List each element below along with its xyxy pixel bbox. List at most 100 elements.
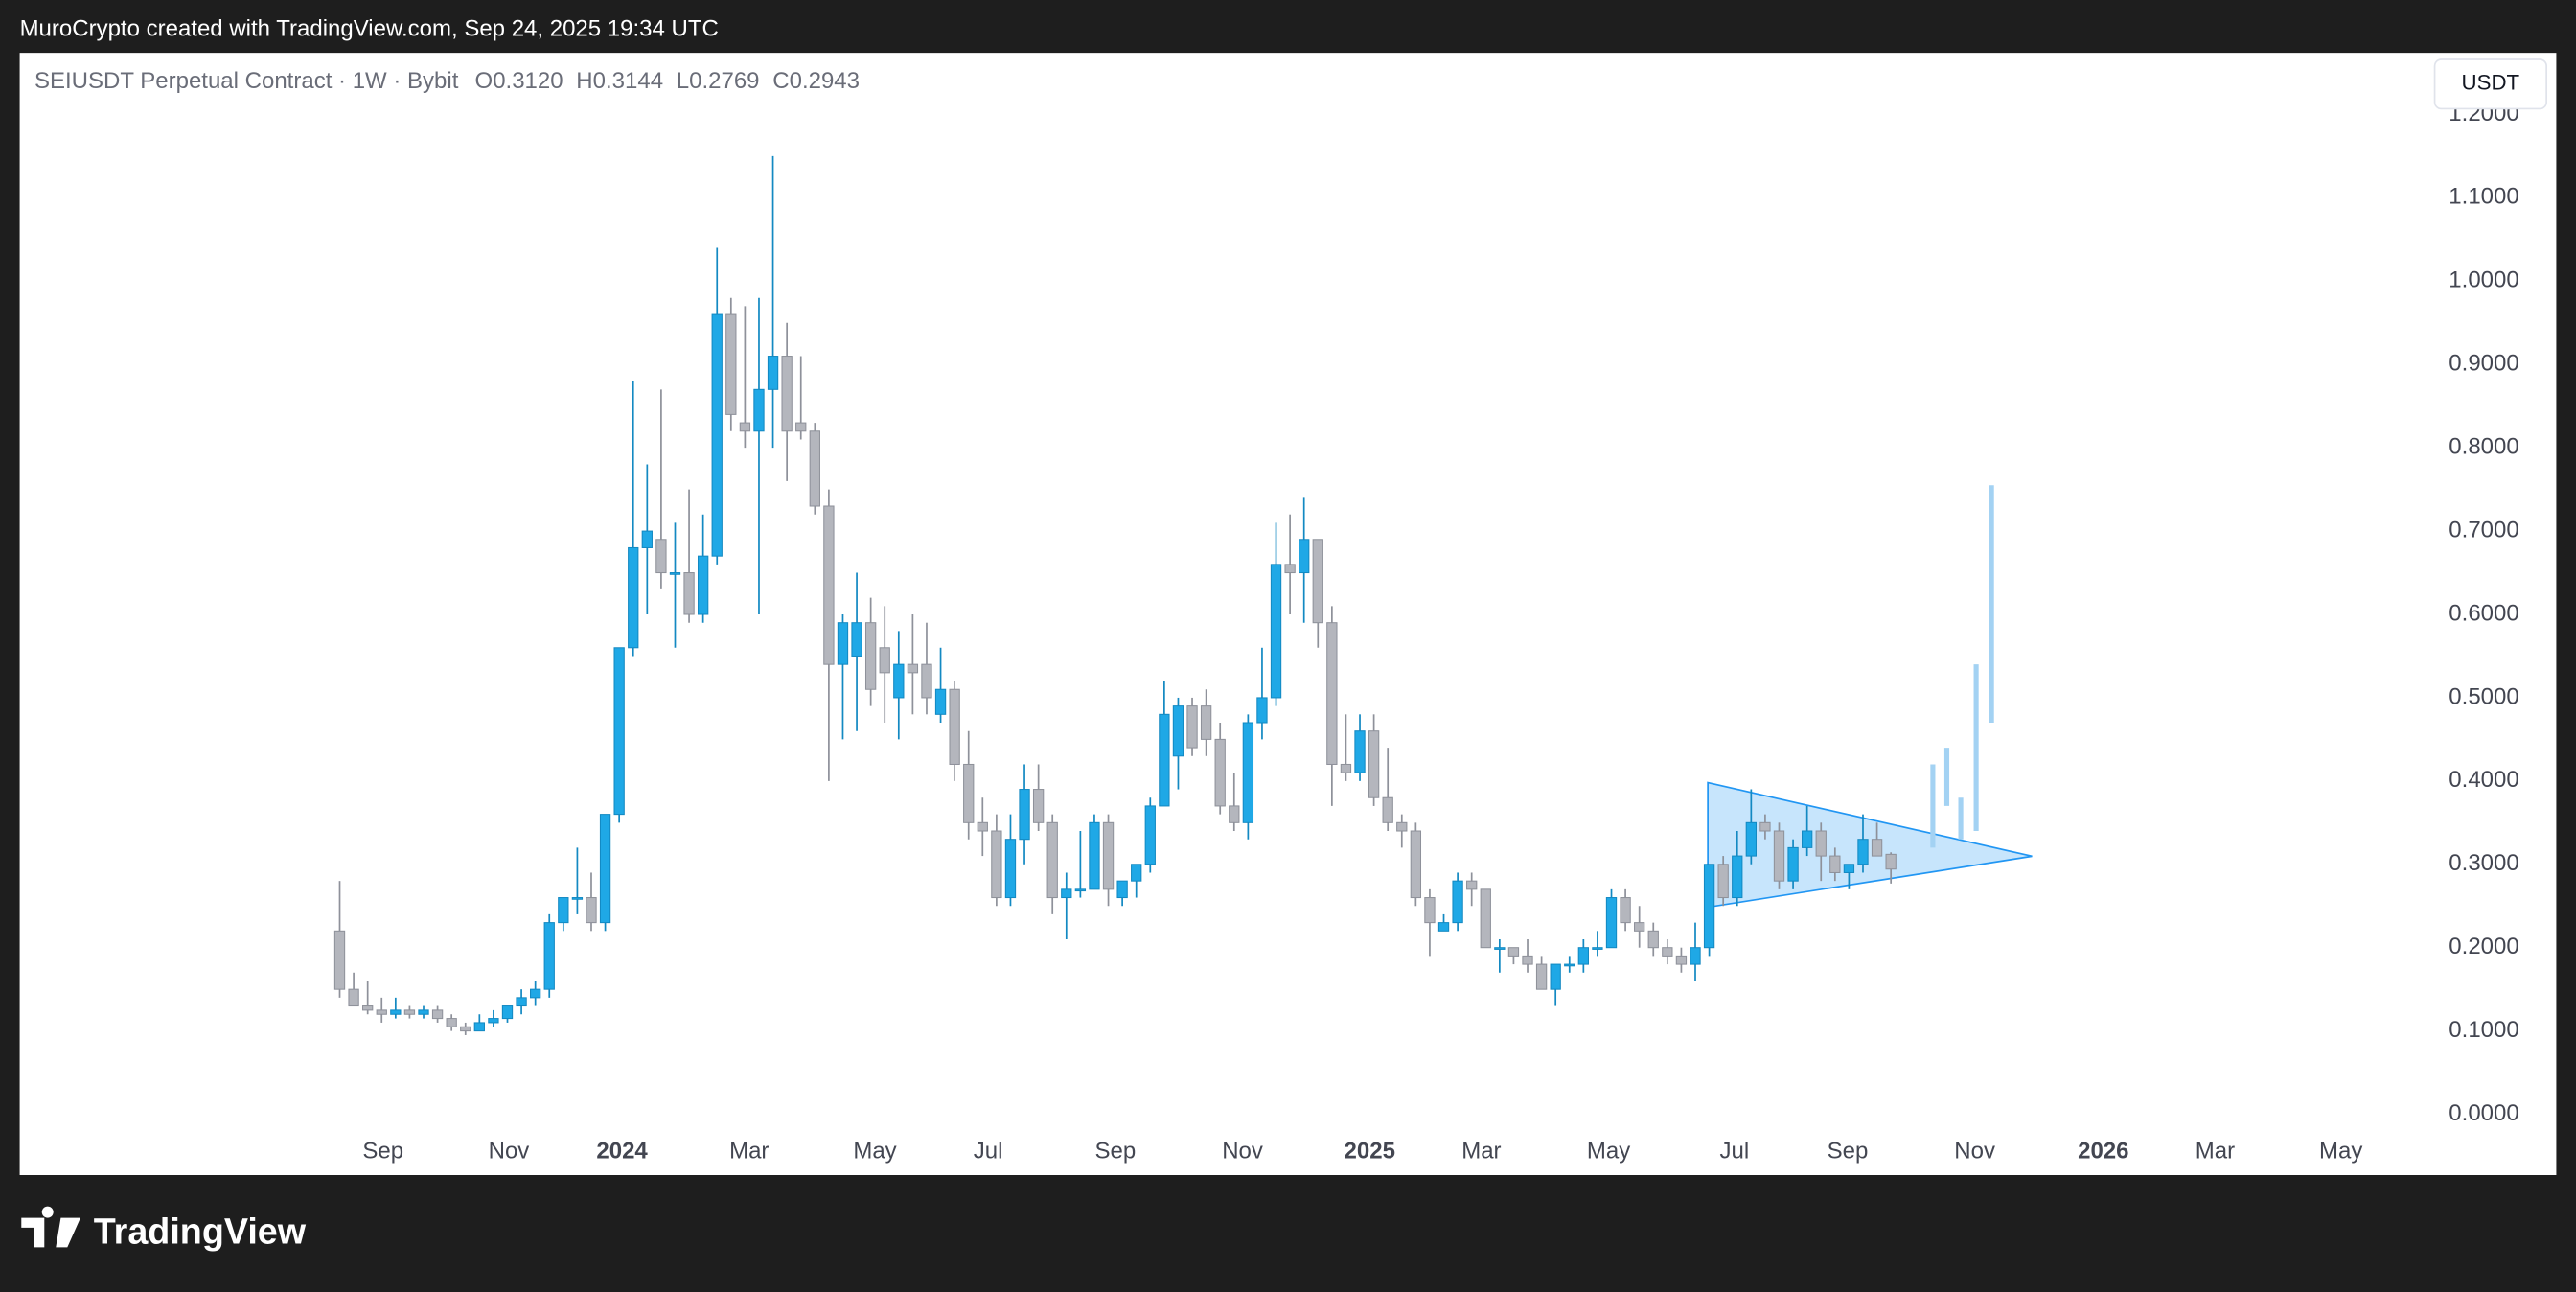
chart-legend: SEIUSDT Perpetual Contract · 1W · Bybit O… xyxy=(34,68,860,94)
candle-body xyxy=(1717,864,1729,899)
candle-body xyxy=(1620,897,1631,924)
candle-body xyxy=(991,830,1002,899)
candle-body xyxy=(348,988,359,1007)
candle-body xyxy=(1340,763,1352,773)
candle-body xyxy=(1760,821,1771,832)
y-tick-label: 0.7000 xyxy=(2449,517,2518,542)
x-tick-label: May xyxy=(853,1138,896,1164)
candle-body xyxy=(1046,821,1058,899)
candle-body xyxy=(1507,947,1520,957)
candle-body xyxy=(403,1009,416,1015)
legend-value: 0.3120 xyxy=(493,68,563,94)
candle-body xyxy=(1550,963,1561,990)
candle-body xyxy=(1144,805,1156,865)
legend-value: 0.2943 xyxy=(790,68,860,94)
candle-body xyxy=(1229,805,1240,823)
candle-body xyxy=(864,622,877,690)
candle-body xyxy=(460,1026,472,1032)
y-tick-label: 0.1000 xyxy=(2449,1017,2518,1043)
x-tick-label: Jul xyxy=(1719,1138,1749,1164)
candle-body xyxy=(725,313,737,415)
candle-body xyxy=(530,988,541,999)
candle-body xyxy=(362,1005,374,1011)
candle-body xyxy=(628,546,639,649)
candle-body xyxy=(795,422,807,432)
candle-body xyxy=(446,1018,457,1027)
candle-body xyxy=(1019,789,1030,841)
x-tick-label: May xyxy=(2319,1138,2362,1164)
x-tick-label: Sep xyxy=(1094,1138,1136,1164)
candle-body xyxy=(488,1018,499,1024)
candle-body xyxy=(641,530,653,548)
candle-body xyxy=(390,1009,402,1015)
logo-icon xyxy=(21,1206,81,1248)
candle-body xyxy=(1787,846,1799,882)
chart-panel xyxy=(19,53,2557,1176)
legend-key: C xyxy=(772,68,789,94)
candle-body xyxy=(1396,821,1408,832)
brand: TradingView xyxy=(94,1211,307,1252)
candle-body xyxy=(1061,888,1072,899)
candle-body xyxy=(949,688,960,765)
candle-body xyxy=(1829,855,1841,873)
candle-body xyxy=(1299,539,1310,574)
candle-body xyxy=(1522,955,1533,965)
candle-body xyxy=(753,388,765,432)
candle-body xyxy=(1200,705,1212,740)
x-tick-label: Mar xyxy=(2196,1138,2235,1164)
candle-body xyxy=(431,1009,444,1020)
candle-body xyxy=(1466,880,1478,890)
candle-body xyxy=(934,688,947,715)
candle-body xyxy=(334,930,346,990)
candle-body xyxy=(1452,880,1463,924)
candle-body xyxy=(837,622,849,665)
candle-body xyxy=(1480,888,1491,949)
candle-body xyxy=(1802,830,1813,848)
legend-value: 0.2769 xyxy=(689,68,759,94)
currency-button[interactable] xyxy=(2433,58,2547,110)
candle-body xyxy=(893,663,905,699)
x-tick-label: Nov xyxy=(1954,1138,1995,1164)
y-tick-label: 0.0000 xyxy=(2449,1100,2518,1126)
candle-body xyxy=(516,997,527,1007)
candle-body xyxy=(1592,947,1603,950)
x-tick-label: 2025 xyxy=(1345,1138,1395,1164)
candle-body xyxy=(558,897,569,924)
candle-body xyxy=(613,647,625,816)
candle-body xyxy=(1032,789,1045,823)
candle-body xyxy=(571,897,584,900)
x-tick-label: Nov xyxy=(489,1138,530,1164)
candle-body xyxy=(1116,880,1128,899)
candle-body xyxy=(1815,830,1827,857)
x-tick-label: Nov xyxy=(1222,1138,1263,1164)
y-tick-label: 1.0000 xyxy=(2449,267,2518,293)
candle-body xyxy=(543,922,555,990)
candle-body xyxy=(1662,947,1673,957)
candle-body xyxy=(1745,821,1757,857)
candle-body xyxy=(1186,705,1198,749)
candle-body xyxy=(1605,897,1618,949)
candle-body xyxy=(963,763,975,823)
candle-body xyxy=(683,572,695,615)
candle-body xyxy=(1284,564,1296,574)
legend-key: O xyxy=(475,68,494,94)
candle-body xyxy=(1690,947,1701,965)
candle-body xyxy=(1172,705,1184,757)
candle-body xyxy=(1577,947,1590,965)
candle-body xyxy=(1270,564,1282,699)
x-tick-label: Mar xyxy=(729,1138,769,1164)
candle-body xyxy=(739,422,751,432)
candle-body xyxy=(1857,839,1869,865)
candle-body xyxy=(1074,888,1087,892)
candle-body xyxy=(1885,853,1897,870)
candle-body xyxy=(809,430,820,507)
candle-body xyxy=(418,1009,429,1015)
candle-body xyxy=(376,1009,387,1015)
candle-body xyxy=(1535,963,1548,990)
candle-body xyxy=(586,897,597,924)
plot: 0.0000 0.1000 0.2000 0.3000 0.4000 0.5000 0.60… xyxy=(334,101,2519,1164)
candle-body xyxy=(1438,922,1450,932)
candle-body xyxy=(1382,796,1393,823)
